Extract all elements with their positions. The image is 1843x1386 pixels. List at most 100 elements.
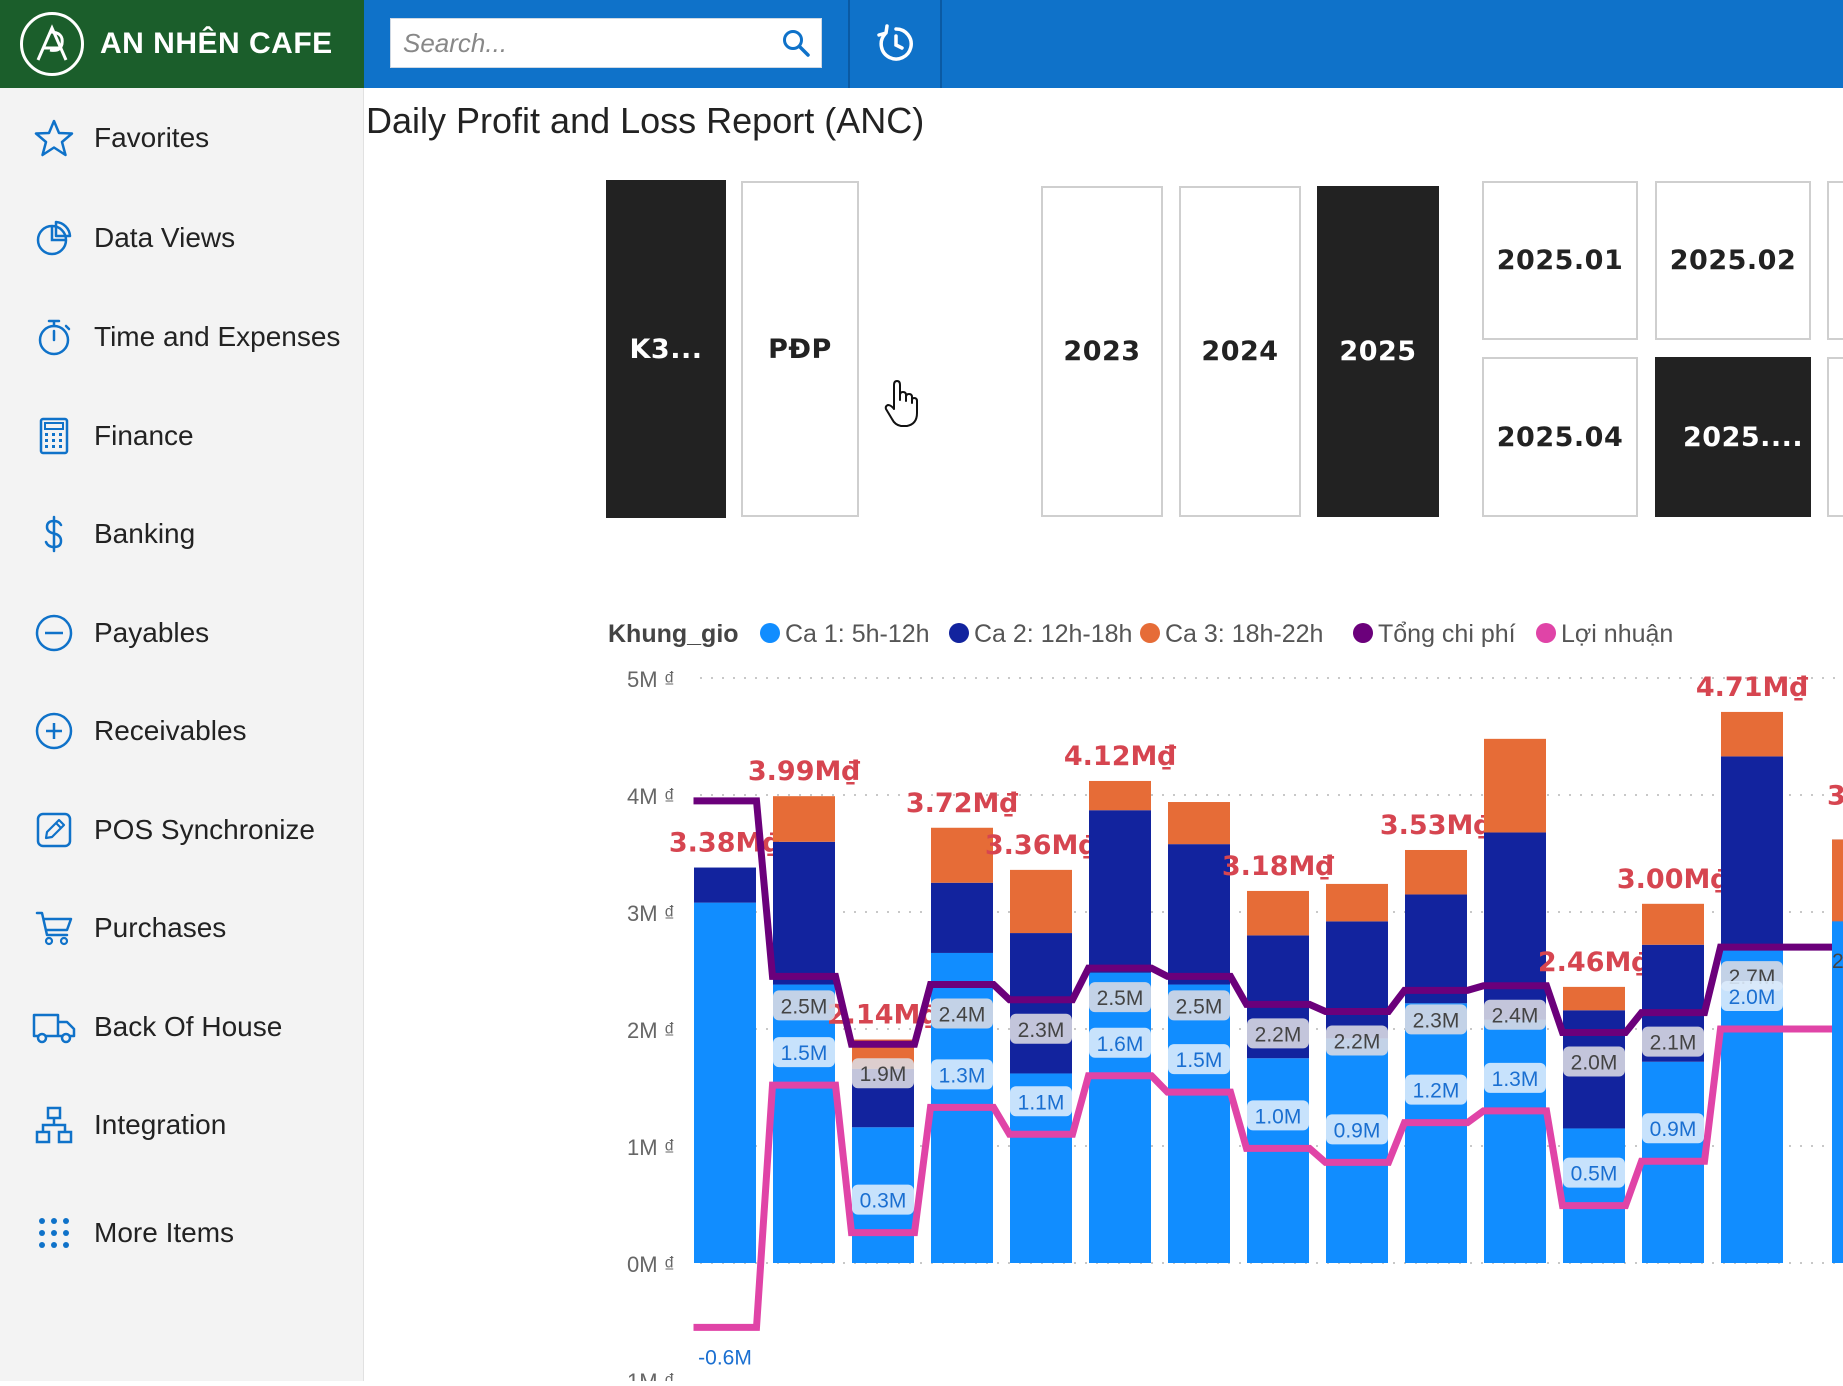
slicer-year-2023[interactable]: 2023 [1041,186,1163,517]
bar-segment-ca2 [1326,921,1388,1038]
brand-logo-icon [20,12,84,76]
sidebar-item-receivables[interactable]: Receivables [0,691,364,771]
y-tick-label: 2M ₫ [627,1018,675,1043]
slicer-month-2025-04[interactable]: 2025.04 [1482,357,1638,517]
bar-segment-ca1 [1089,973,1151,1263]
sidebar-item-label: More Items [94,1217,234,1249]
slicer-store-k3[interactable]: K3... [606,180,726,518]
bar-segment-ca3 [1721,712,1783,756]
cost-data-label: 2.5M [1097,987,1144,1010]
legend-marker [1140,623,1160,643]
sidebar-item-finance[interactable]: Finance [0,396,364,476]
bar-segment-ca1 [1484,1020,1546,1263]
stopwatch-icon [30,313,78,361]
profit-data-label: 2.0M [1729,986,1776,1009]
legend-item-label: Ca 3: 18h-22h [1165,620,1323,648]
edit-icon [30,806,78,854]
y-tick-label: 1M ₫ [627,1135,675,1160]
bar-segment-ca2 [1089,810,1151,973]
dollar-icon [30,510,78,558]
sidebar-item-label: Favorites [94,122,209,154]
top-bar [364,0,1843,88]
profit-data-label: -0.6M [698,1346,752,1369]
profit-data-label: 0.9M [1334,1119,1381,1142]
search-input[interactable] [391,18,771,68]
profit-data-label: 0.5M [1571,1163,1618,1186]
profit-data-label: 0.9M [1650,1118,1697,1141]
sidebar-item-label: Data Views [94,222,235,254]
bar-segment-ca1 [1326,1038,1388,1263]
sidebar-item-integration[interactable]: Integration [0,1085,364,1165]
brand-header[interactable]: AN NHÊN CAFE [0,0,364,88]
sidebar-item-favorites[interactable]: Favorites [0,98,364,178]
slicer-month-2025-01[interactable]: 2025.01 [1482,181,1638,340]
slicer-store-pdp[interactable]: PĐP [741,181,859,517]
legend-marker [1353,623,1373,643]
bar-segment-ca3 [1563,987,1625,1010]
sidebar-item-purchases[interactable]: Purchases [0,888,364,968]
minus-circle-icon [30,609,78,657]
cost-data-label: 2.5M [781,995,828,1018]
calculator-icon [30,412,78,460]
sidebar-item-time-and-expenses[interactable]: Time and Expenses [0,297,364,377]
slicer-month-cut-off[interactable] [1827,181,1843,340]
slicer-month-2025-02[interactable]: 2025.02 [1655,181,1811,340]
cost-data-label: 1.9M [860,1063,907,1086]
slicer-year-2025[interactable]: 2025 [1317,186,1439,517]
bar-segment-ca3 [931,828,993,883]
bar-segment-ca1 [1168,985,1230,1263]
sidebar-item-banking[interactable]: Banking [0,494,364,574]
legend-item-label: Lợi nhuận [1561,620,1673,648]
cost-data-label: 2.2M [1255,1023,1302,1046]
cost-data-label: 2.0M [1571,1052,1618,1075]
cost-data-label: 2.5M [1176,995,1223,1018]
legend-item-label: Tổng chi phí [1378,620,1516,648]
legend-item-label: Ca 1: 5h-12h [785,620,930,648]
slicer-month-cut-off[interactable] [1827,357,1843,517]
bar-segment-ca2 [1484,832,1546,1019]
dots-grid-icon [30,1209,78,1257]
sidebar-item-label: Banking [94,518,195,550]
legend-marker [760,623,780,643]
bar-total-label: 2.46M₫ [1538,947,1650,978]
sidebar-item-label: Time and Expenses [94,321,340,353]
legend-marker [1536,623,1556,643]
bar-total-label: 4.12M₫ [1064,741,1176,772]
bar-segment-ca2 [931,883,993,953]
bar-total-label: 3.18M₫ [1222,851,1334,882]
sidebar-item-payables[interactable]: Payables [0,593,364,673]
bar-segment-ca1 [1247,1058,1309,1263]
hand-cursor-icon [884,380,918,428]
slicer-month-selected[interactable]: 2025.... [1655,357,1811,517]
page-title: Daily Profit and Loss Report (ANC) [366,100,924,142]
bar-segment-ca3 [1405,850,1467,894]
slicer-year-2024[interactable]: 2024 [1179,186,1301,517]
bar-segment-ca2 [1721,756,1783,949]
history-icon[interactable] [850,0,942,88]
bar-total-label: 3.00M₫ [1617,864,1729,895]
legend-marker [949,623,969,643]
sidebar-item-pos-synchronize[interactable]: POS Synchronize [0,790,364,870]
profit-data-label: 0.3M [860,1190,907,1213]
bar-segment-ca3 [1168,802,1230,844]
y-tick-label: 5M ₫ [627,667,675,692]
sidebar: Favorites Data Views Time and Expenses F… [0,88,364,1381]
search-icon[interactable] [771,19,821,67]
sidebar-item-data-views[interactable]: Data Views [0,198,364,278]
legend-title: Khung_gio [608,620,739,648]
bar-segment-partial [1832,839,1843,921]
sidebar-item-label: Integration [94,1109,226,1141]
hierarchy-icon [30,1101,78,1149]
bar-segment-ca1 [1563,1128,1625,1263]
toolbar-divider [940,0,942,88]
profit-data-label: 1.5M [781,1042,828,1065]
bar-segment-ca2 [773,842,835,985]
sidebar-item-back-of-house[interactable]: Back Of House [0,987,364,1067]
cost-data-label: 2 [1832,950,1843,973]
star-icon [30,114,78,162]
plus-circle-icon [30,707,78,755]
sidebar-item-label: Receivables [94,715,247,747]
sidebar-item-more-items[interactable]: More Items [0,1193,364,1273]
bar-segment-ca1 [773,985,835,1263]
